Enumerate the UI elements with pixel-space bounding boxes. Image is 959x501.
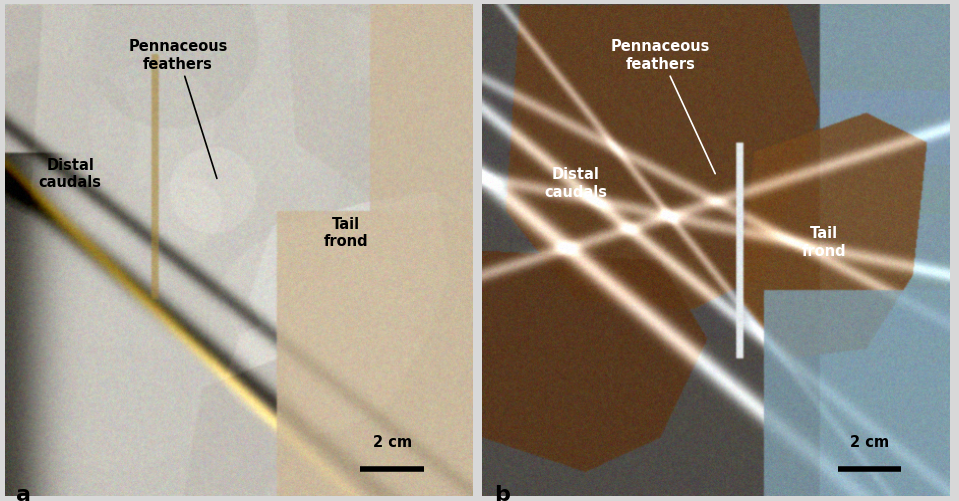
Text: Distal
caudals: Distal caudals bbox=[38, 157, 102, 189]
Text: a: a bbox=[16, 484, 32, 501]
Text: 2 cm: 2 cm bbox=[851, 434, 889, 449]
Text: Pennaceous
feathers: Pennaceous feathers bbox=[129, 40, 227, 179]
Text: 2 cm: 2 cm bbox=[373, 434, 411, 449]
Text: Tail
frond: Tail frond bbox=[324, 216, 369, 248]
Text: Distal
caudals: Distal caudals bbox=[545, 167, 607, 199]
Text: Pennaceous
feathers: Pennaceous feathers bbox=[611, 40, 715, 174]
Text: Tail
frond: Tail frond bbox=[802, 226, 847, 259]
Text: b: b bbox=[494, 484, 510, 501]
